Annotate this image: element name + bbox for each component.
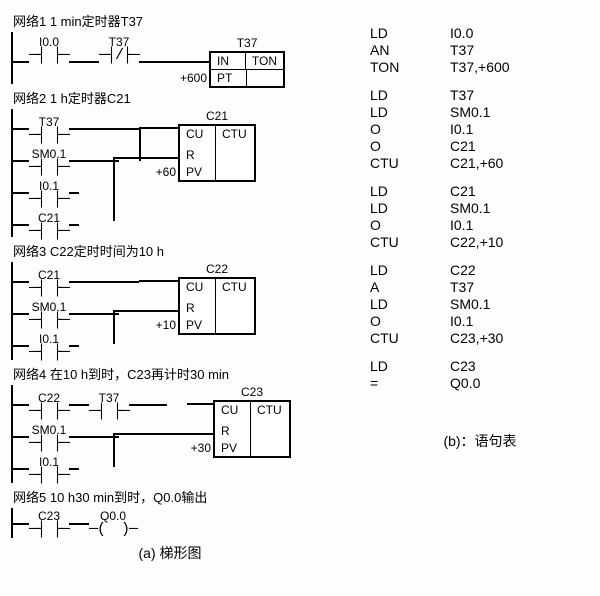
net5-title: 网络5 10 h30 min到时，Q0.0输出	[13, 487, 329, 506]
box-c21-title: C21	[178, 109, 256, 123]
il-opcode: =	[370, 375, 450, 391]
net2-title: 网络2 1 h定时器C21	[13, 88, 329, 107]
il-row: CTUC23,+30	[370, 330, 590, 346]
il-opcode: LD	[370, 183, 450, 199]
contact-c23: C23─┤ ├─	[29, 510, 69, 537]
il-operand: C23,+30	[450, 330, 590, 346]
box-c22-title: C22	[178, 262, 256, 276]
il-gap	[370, 172, 590, 182]
il-opcode: LD	[370, 262, 450, 278]
timer-box-t37: INTON +600 PT	[209, 51, 285, 88]
counter-box-c22: CUCTU R +10 PV	[178, 277, 256, 335]
il-row: AT37	[370, 279, 590, 295]
box-t37-title: T37	[209, 36, 285, 50]
il-operand: T37	[450, 279, 590, 295]
il-operand: T37	[450, 87, 590, 103]
il-gap	[370, 347, 590, 357]
caption-b: (b)：语句表	[370, 431, 590, 451]
il-opcode: O	[370, 217, 450, 233]
contact-c21b: C21─┤ ├─	[29, 269, 69, 296]
il-operand: I0.1	[450, 313, 590, 329]
il-opcode: LD	[370, 25, 450, 41]
network-5: 网络5 10 h30 min到时，Q0.0输出 C23─┤ ├─ Q0.0 ─(…	[10, 484, 330, 539]
contact-i01: I0.1─┤ ├─	[29, 180, 69, 207]
contact-c22: C22─┤ ├─	[29, 392, 69, 419]
page-wrap: 网络1 1 min定时器T37 I0.0 ─┤ ├─ T37 ─┤/├─	[10, 8, 590, 563]
il-opcode: LD	[370, 296, 450, 312]
il-row: LDSM0.1	[370, 200, 590, 216]
il-row: ANT37	[370, 42, 590, 58]
il-row: OI0.1	[370, 313, 590, 329]
il-row: CTUC22,+10	[370, 234, 590, 250]
il-operand: SM0.1	[450, 104, 590, 120]
il-row: LDC23	[370, 358, 590, 374]
il-operand: T37,+600	[450, 59, 590, 75]
il-opcode: CTU	[370, 330, 450, 346]
il-opcode: A	[370, 279, 450, 295]
contact-sm01b: SM0.1─┤ ├─	[29, 301, 69, 328]
il-operand: C22,+10	[450, 234, 590, 250]
contact-t37: T37─┤ ├─	[29, 116, 69, 143]
il-row: LDSM0.1	[370, 296, 590, 312]
il-opcode: O	[370, 313, 450, 329]
il-opcode: LD	[370, 87, 450, 103]
il-operand: C21,+60	[450, 155, 590, 171]
network-1: 网络1 1 min定时器T37 I0.0 ─┤ ├─ T37 ─┤/├─	[10, 8, 330, 85]
il-operand: C21	[450, 138, 590, 154]
il-operand: Q0.0	[450, 375, 590, 391]
contact-sm01: SM0.1─┤ ├─	[29, 148, 69, 175]
instruction-list: LDI0.0ANT37TONT37,+600LDT37LDSM0.1OI0.1O…	[330, 8, 590, 563]
counter-box-c23: CUCTU R +30 PV	[213, 400, 291, 458]
il-opcode: TON	[370, 59, 450, 75]
il-operand: SM0.1	[450, 200, 590, 216]
il-row: OC21	[370, 138, 590, 154]
il-row: LDI0.0	[370, 25, 590, 41]
il-operand: C21	[450, 183, 590, 199]
il-operand: C23	[450, 358, 590, 374]
coil-q00: Q0.0 ─( )─	[89, 510, 137, 537]
il-opcode: O	[370, 138, 450, 154]
contact-i01b: I0.1─┤ ├─	[29, 333, 69, 360]
contact-t37-nc: T37 ─┤/├─	[99, 36, 139, 63]
counter-box-c21: CUCTU R +60 PV	[178, 124, 256, 182]
il-operand: I0.1	[450, 121, 590, 137]
il-row: CTUC21,+60	[370, 155, 590, 171]
net4-title: 网络4 在10 h到时，C23再计时30 min	[13, 364, 329, 383]
contact-i01c: I0.1─┤ ├─	[29, 456, 69, 483]
il-opcode: LD	[370, 200, 450, 216]
il-row: LDC22	[370, 262, 590, 278]
il-row: TONT37,+600	[370, 59, 590, 75]
il-opcode: LD	[370, 358, 450, 374]
network-4: 网络4 在10 h到时，C23再计时30 min C22─┤ ├─ T37─┤ …	[10, 361, 330, 484]
contact-t37c: T37─┤ ├─	[89, 392, 129, 419]
network-2: 网络2 1 h定时器C21 T37─┤ ├─ SM0.1─┤ ├─ I0.1─┤…	[10, 85, 330, 238]
il-row: LDSM0.1	[370, 104, 590, 120]
contact-sm01c: SM0.1─┤ ├─	[29, 424, 69, 451]
network-3: 网络3 C22定时时间为10 h C21─┤ ├─ SM0.1─┤ ├─ I0.…	[10, 238, 330, 361]
il-operand: C22	[450, 262, 590, 278]
contact-c21: C21─┤ ├─	[29, 212, 69, 239]
net1-title: 网络1 1 min定时器T37	[13, 11, 329, 30]
il-operand: T37	[450, 42, 590, 58]
il-gap	[370, 76, 590, 86]
box-c23-title: C23	[213, 385, 291, 399]
il-operand: SM0.1	[450, 296, 590, 312]
il-operand: I0.1	[450, 217, 590, 233]
ladder-diagram: 网络1 1 min定时器T37 I0.0 ─┤ ├─ T37 ─┤/├─	[10, 8, 330, 563]
il-opcode: CTU	[370, 155, 450, 171]
il-row: LDT37	[370, 87, 590, 103]
il-opcode: AN	[370, 42, 450, 58]
il-row: OI0.1	[370, 121, 590, 137]
il-opcode: CTU	[370, 234, 450, 250]
net3-title: 网络3 C22定时时间为10 h	[13, 241, 329, 260]
il-operand: I0.0	[450, 25, 590, 41]
contact-i00: I0.0 ─┤ ├─	[29, 36, 69, 63]
il-gap	[370, 251, 590, 261]
il-row: OI0.1	[370, 217, 590, 233]
caption-a: (a) 梯形图	[10, 543, 330, 563]
il-opcode: LD	[370, 104, 450, 120]
il-opcode: O	[370, 121, 450, 137]
il-row: LDC21	[370, 183, 590, 199]
il-row: =Q0.0	[370, 375, 590, 391]
